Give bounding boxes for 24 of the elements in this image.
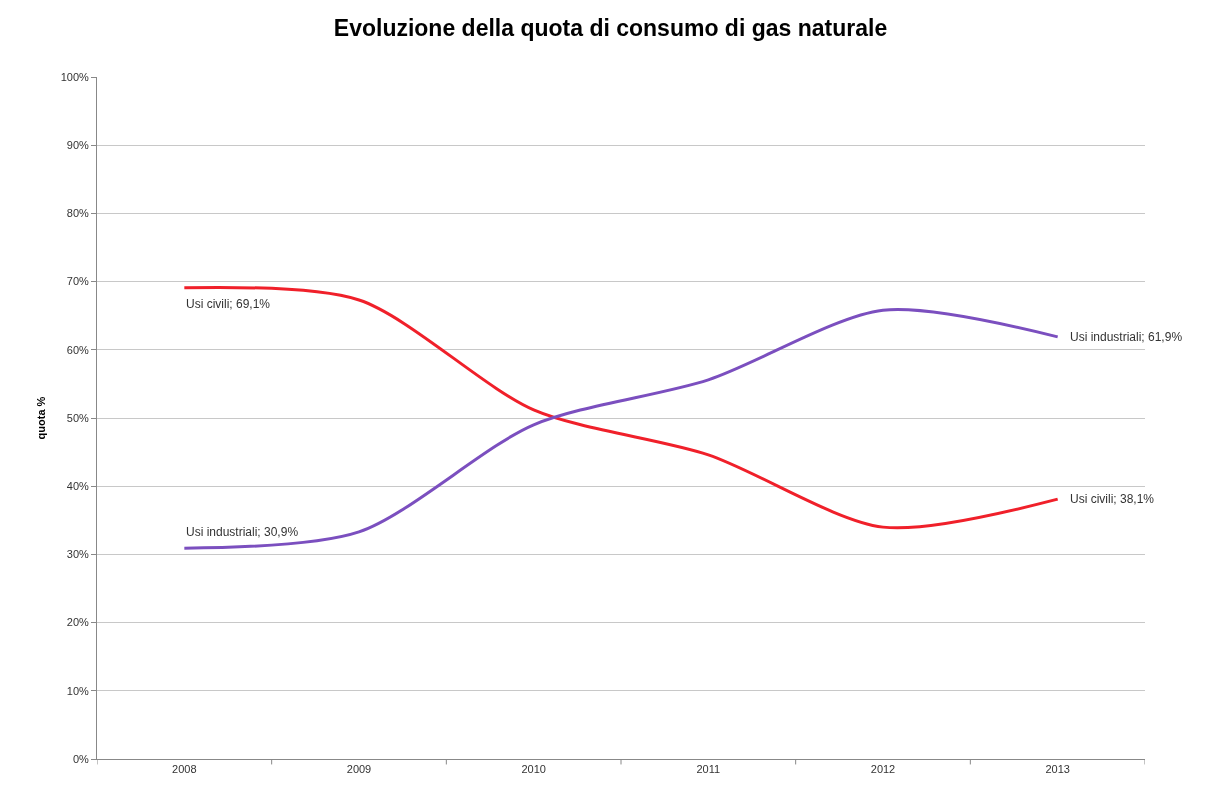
x-tick-label: 2009: [346, 763, 372, 776]
data-label: Usi industriali; 61,9%: [1070, 330, 1183, 344]
data-label: Usi civili; 69,1%: [186, 297, 271, 311]
x-tick-label: 2011: [696, 763, 721, 776]
y-tick-label: 0%: [72, 752, 90, 765]
data-label: Usi industriali; 30,9%: [186, 525, 299, 539]
y-tick-label: 30%: [66, 548, 89, 561]
x-tick-label: 2012: [870, 763, 896, 776]
line-series: [182, 308, 1060, 550]
y-tick-label: 40%: [66, 480, 89, 493]
x-tick-label: 2010: [521, 763, 546, 776]
data-label: Usi civili; 38,1%: [1070, 492, 1155, 506]
y-axis-title: quota %: [35, 396, 48, 440]
y-tick-label: 70%: [66, 275, 89, 288]
y-tick-label: 80%: [66, 207, 89, 220]
x-tick-label: 2008: [172, 763, 197, 776]
y-tick-label: 90%: [66, 139, 89, 152]
y-tick-label: 50%: [66, 411, 89, 424]
x-tick-label: 2013: [1045, 763, 1070, 776]
y-tick-label: 20%: [66, 616, 89, 629]
chart-title: Evoluzione della quota di consumo di gas naturale: [333, 14, 888, 41]
y-tick-label: 10%: [66, 684, 89, 697]
y-tick-label: 100%: [60, 70, 90, 83]
y-tick-label: 60%: [66, 343, 89, 356]
